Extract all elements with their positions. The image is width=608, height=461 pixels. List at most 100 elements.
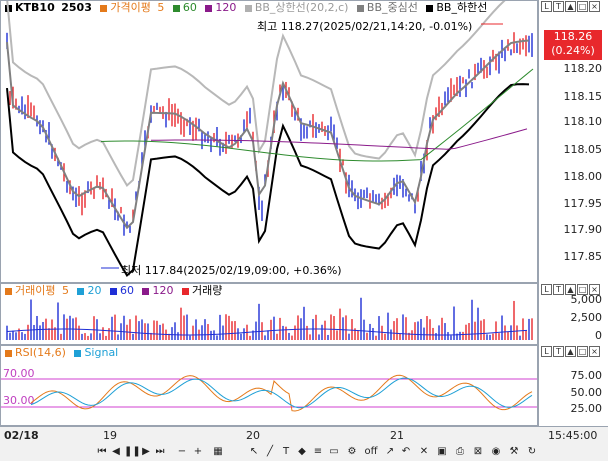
line-icon[interactable]: ╱: [266, 446, 274, 457]
rsi-ctrl-max[interactable]: □: [577, 346, 588, 357]
bb-mid-label: BB_중심선: [366, 1, 418, 14]
rsi-legend: RSI(14,6) Signal: [3, 346, 121, 360]
price-tick: 118.00: [563, 170, 603, 183]
config-icon[interactable]: ⚒: [509, 446, 519, 457]
vol-ma-label: 거래이평: [15, 284, 56, 297]
scroll-last-icon[interactable]: ⏭: [155, 446, 165, 457]
arrow-icon[interactable]: ↗: [385, 446, 395, 457]
panel-ctrl-up[interactable]: ▲: [565, 1, 576, 12]
text-icon[interactable]: T: [282, 446, 290, 457]
time-label: 15:45:00: [548, 429, 598, 442]
ma5-label: 5: [157, 1, 165, 14]
rsi-chart-panel[interactable]: RSI(14,6) Signal 70.00 30.00: [0, 345, 538, 426]
lock-icon[interactable]: ⊠: [473, 446, 483, 457]
rsi-line: [30, 374, 533, 412]
panel-ctrl-close[interactable]: ×: [589, 1, 600, 12]
rsi-tick: 50.00: [570, 386, 603, 399]
save-icon[interactable]: ▣: [437, 446, 447, 457]
zoom-out-icon[interactable]: −: [177, 446, 187, 457]
grid-icon[interactable]: ▦: [213, 446, 223, 457]
vol-ma120-label: 120: [152, 284, 174, 297]
ma60-label: 60: [182, 1, 197, 14]
panel-ctrl-max[interactable]: □: [577, 1, 588, 12]
marker-icon[interactable]: ◆: [298, 446, 306, 457]
vol-ctrl-up[interactable]: ▲: [565, 284, 576, 295]
ma60-line: [100, 68, 534, 162]
current-price-badge: 118.26 (0.24%): [544, 30, 602, 60]
refresh-icon[interactable]: ↻: [527, 446, 537, 457]
vol-ma60-label: 60: [119, 284, 134, 297]
vol-ctrl-max[interactable]: □: [577, 284, 588, 295]
rsi-ctrl-close[interactable]: ×: [589, 346, 600, 357]
price-tick: 117.95: [563, 197, 603, 210]
symbol-label: KTB10: [15, 1, 55, 14]
price-tick: 118.15: [563, 90, 603, 103]
scroll-first-icon[interactable]: ⏮: [97, 446, 107, 457]
price-tick: 118.05: [563, 143, 603, 156]
scroll-next-icon[interactable]: ▶: [142, 446, 150, 457]
bb-upper-line: [6, 1, 506, 187]
vol-label: 거래량: [191, 284, 223, 297]
rsi-ctrl-t[interactable]: T: [553, 346, 564, 357]
vol-ctrl-l[interactable]: L: [541, 284, 552, 295]
vol-ma5-label: 5: [61, 284, 69, 297]
rsi-chart-svg: [1, 374, 537, 412]
vol-ma20-label: 20: [87, 284, 102, 297]
price-tick: 118.20: [563, 62, 603, 75]
zoom-in-icon[interactable]: +: [193, 446, 203, 457]
pause-icon[interactable]: ❚❚: [124, 446, 141, 457]
price-tick: 118.10: [563, 115, 603, 128]
scroll-prev-icon[interactable]: ◀: [112, 446, 120, 457]
price-chart-svg: [6, 1, 534, 277]
bb-lower-line: [6, 83, 530, 277]
current-change: (0.24%): [551, 44, 595, 57]
channel-icon[interactable]: ▭: [329, 446, 339, 457]
high-annotation: 최고 118.27(2025/02/21,14:20, -0.01%): [257, 20, 473, 33]
panel-ctrl-l[interactable]: L: [541, 1, 552, 12]
off-button[interactable]: off: [364, 446, 378, 457]
price-chart-panel[interactable]: KTB10 2503 가격이평 5 60 120 BB_상한선(20,2,c) …: [0, 0, 538, 283]
volume-tick: 2,500: [570, 311, 603, 324]
date-label: 20: [246, 429, 260, 442]
ma-label: 가격이평: [110, 1, 151, 14]
camera-icon[interactable]: ◉: [491, 446, 501, 457]
rsi-tick: 25.00: [570, 402, 603, 415]
ma120-line: [150, 128, 528, 150]
panel-ctrl-t[interactable]: T: [553, 1, 564, 12]
rsi-signal-line: [30, 377, 533, 409]
price-tick: 117.90: [563, 223, 603, 236]
bb-mid-line: [6, 39, 530, 230]
low-annotation: 최저 117.84(2025/02/19,09:00, +0.36%): [121, 264, 342, 277]
settings-icon[interactable]: ⚙: [347, 446, 357, 457]
vol-ctrl-t[interactable]: T: [553, 284, 564, 295]
time-axis-toolbar: 02/18 19 20 21 15:45:00 ⏮ ◀ ❚❚ ▶ ⏭ − + ▦…: [0, 426, 608, 461]
current-price: 118.26: [553, 30, 593, 43]
volume-chart-panel[interactable]: 거래이평 5 20 60 120 거래량: [0, 283, 538, 345]
rsi-tick: 75.00: [570, 369, 603, 382]
volume-chart-svg: [6, 297, 533, 340]
date-label: 19: [103, 429, 117, 442]
rsi-signal-label: Signal: [84, 346, 119, 359]
bb-upper-label: BB_상한선(20,2,c): [254, 1, 349, 14]
price-tick: 117.85: [563, 250, 603, 263]
price-legend: KTB10 2503 가격이평 5 60 120 BB_상한선(20,2,c) …: [3, 1, 490, 15]
rsi-ctrl-up[interactable]: ▲: [565, 346, 576, 357]
date-label: 02/18: [4, 429, 39, 442]
print-icon[interactable]: ⎙: [456, 446, 464, 457]
volume-axis: L T ▲ □ × 5,000 2,500 0: [538, 283, 608, 345]
vol-ctrl-close[interactable]: ×: [589, 284, 600, 295]
rsi-level-low: 30.00: [3, 394, 35, 407]
cursor-icon[interactable]: ↖: [249, 446, 259, 457]
volume-tick: 0: [595, 329, 602, 342]
rsi-ctrl-l[interactable]: L: [541, 346, 552, 357]
undo-icon[interactable]: ↶: [401, 446, 411, 457]
rsi-axis: L T ▲ □ × 75.00 50.00 25.00: [538, 345, 608, 426]
bb-lower-label: BB_하한선: [436, 1, 488, 14]
date-label: 21: [390, 429, 404, 442]
code-label: 2503: [61, 1, 92, 14]
delete-icon[interactable]: ✕: [419, 446, 429, 457]
volume-legend: 거래이평 5 20 60 120 거래량: [3, 284, 225, 298]
rsi-level-high: 70.00: [3, 367, 35, 380]
volume-tick: 5,000: [570, 293, 603, 306]
fibonacci-icon[interactable]: ≡: [313, 446, 323, 457]
